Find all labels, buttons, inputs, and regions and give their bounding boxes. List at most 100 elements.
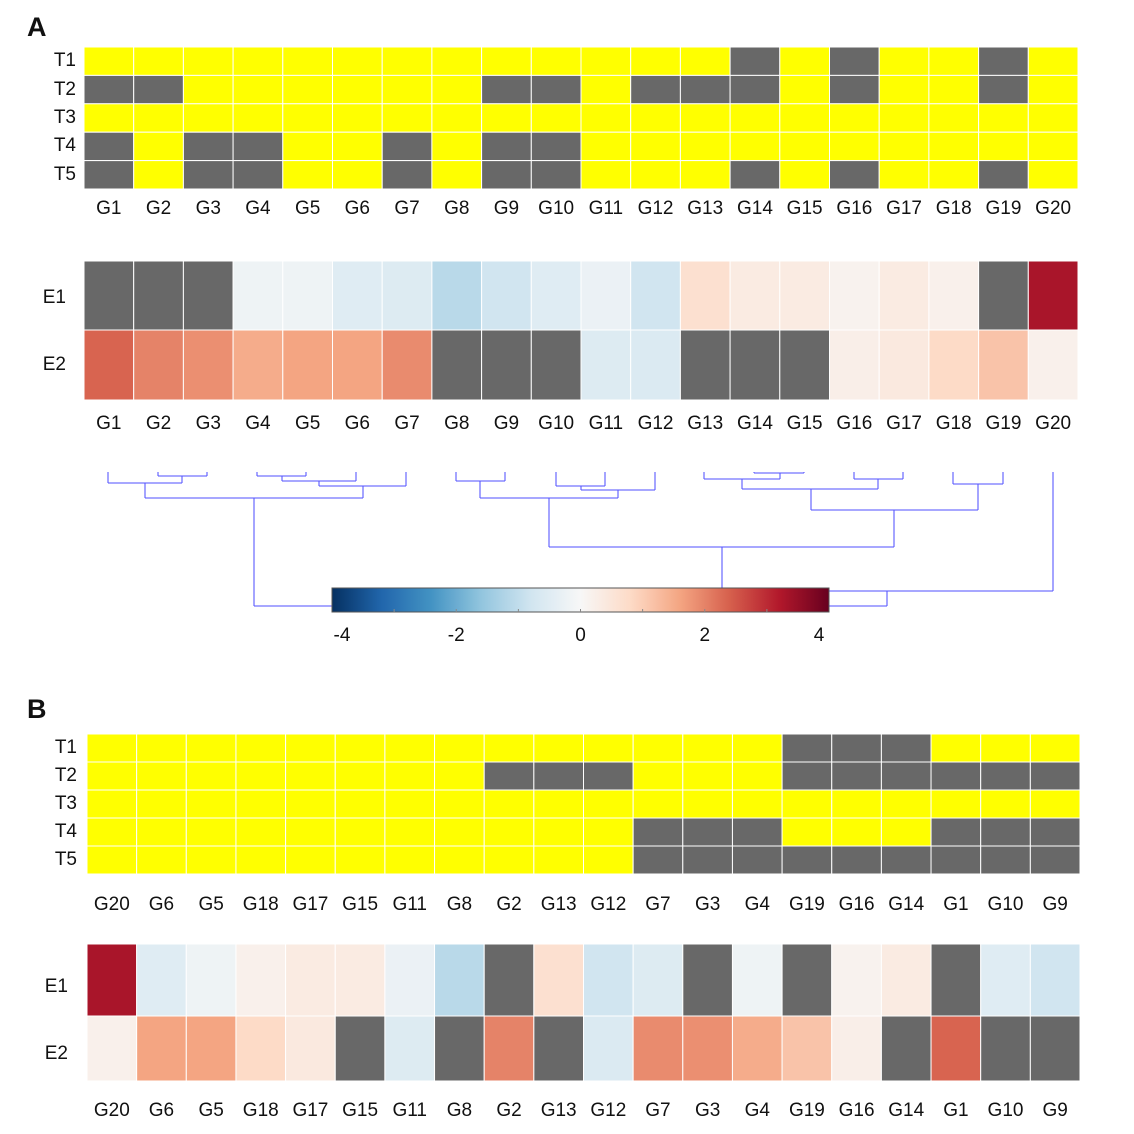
b-binary-cell-T3-G19 <box>781 789 833 819</box>
a-expression-cell-E1-G3 <box>182 260 234 331</box>
b-expression-col-label: G14 <box>888 1100 925 1121</box>
a-binary-cell-T4-G2 <box>133 131 184 162</box>
b-expression-cell-E1-G6 <box>136 943 187 1017</box>
b-binary-cell-T1-G17 <box>285 733 336 763</box>
a-expression-cell-E2-G2 <box>133 329 184 401</box>
b-expression-cell-E1-G20 <box>86 943 138 1017</box>
a-expression-cell-E1-G18 <box>928 260 980 331</box>
a-expression-cell-E2-G19 <box>978 329 1029 401</box>
b-expression-cell-E1-G18 <box>235 943 287 1017</box>
b-binary-cell-T4-G8 <box>434 817 485 847</box>
b-binary-row-label: T4 <box>54 821 77 842</box>
a-expression-cell-E2-G10 <box>530 329 582 401</box>
a-binary-cell-T1-G12 <box>630 46 681 76</box>
a-expression-cell-E1-G9 <box>481 260 532 331</box>
a-expression-col-label: G9 <box>493 413 520 434</box>
a-binary-cell-T5-G12 <box>630 160 681 190</box>
b-binary-row-label: T5 <box>54 849 77 870</box>
a-binary-cell-T1-G15 <box>779 46 830 76</box>
a-binary-cell-T2-G9 <box>481 74 532 105</box>
b-binary-col-label: G3 <box>694 894 721 915</box>
a-binary-cell-T4-G13 <box>679 131 731 162</box>
a-expression-cell-E1-G17 <box>878 260 930 331</box>
b-expression-col-label: G4 <box>744 1100 770 1121</box>
b-binary-cell-T4-G16 <box>831 817 882 847</box>
a-binary-cell-T2-G8 <box>431 74 483 105</box>
b-expression-cell-E2-G10 <box>980 1015 1031 1082</box>
a-expression-cell-E2-G18 <box>928 329 980 401</box>
a-binary-col-label: G18 <box>935 198 972 219</box>
b-binary-cell-T5-G16 <box>831 845 882 875</box>
a-expression-col-label: G13 <box>687 413 724 434</box>
b-binary-cell-T1-G1 <box>930 733 982 763</box>
a-binary-col-label: G6 <box>344 198 371 219</box>
b-binary-cell-T2-G14 <box>880 761 932 791</box>
a-expression-col-label: G11 <box>588 413 624 434</box>
b-binary-cell-T3-G11 <box>384 789 436 819</box>
b-binary-cell-T3-G15 <box>334 789 386 819</box>
a-binary-cell-T3-G5 <box>282 103 333 133</box>
a-binary-cell-T4-G4 <box>232 131 284 162</box>
a-binary-cell-T3-G17 <box>878 103 930 133</box>
b-binary-col-label: G9 <box>1042 894 1068 915</box>
b-expression-cell-E2-G11 <box>384 1015 436 1082</box>
a-binary-cell-T1-G10 <box>530 46 582 76</box>
a-expression-cell-E1-G10 <box>530 260 582 331</box>
a-binary-cell-T1-G17 <box>878 46 930 76</box>
b-binary-col-label: G10 <box>987 894 1024 915</box>
a-expression-cell-E2-G16 <box>829 329 880 401</box>
a-expression-cell-E1-G5 <box>282 260 333 331</box>
a-binary-cell-T5-G7 <box>381 160 433 190</box>
a-binary-cell-T3-G8 <box>431 103 483 133</box>
a-binary-cell-T3-G9 <box>481 103 532 133</box>
b-binary-col-label: G6 <box>148 894 175 915</box>
a-binary-row-label: T4 <box>53 135 76 157</box>
a-expression-cell-E1-G4 <box>232 260 284 331</box>
b-binary-cell-T1-G10 <box>980 733 1031 763</box>
b-expression-col-label: G5 <box>198 1100 224 1121</box>
b-binary-row-label: T1 <box>54 737 77 758</box>
b-binary-cell-T3-G8 <box>434 789 485 819</box>
b-binary-cell-T3-G3 <box>682 789 733 819</box>
b-binary-cell-T1-G16 <box>831 733 882 763</box>
a-binary-col-label: G14 <box>736 198 773 219</box>
b-binary-cell-T3-G5 <box>185 789 237 819</box>
a-binary-row-label: T5 <box>53 163 76 185</box>
b-expression-cell-E2-G5 <box>185 1015 237 1082</box>
a-expression-cell-E2-G6 <box>332 329 383 401</box>
b-binary-cell-T5-G4 <box>731 845 783 875</box>
a-binary-cell-T5-G20 <box>1027 160 1079 190</box>
b-binary-cell-T2-G15 <box>334 761 386 791</box>
a-binary-cell-T4-G9 <box>481 131 532 162</box>
a-binary-cell-T3-G10 <box>530 103 582 133</box>
b-expression-col-label: G7 <box>645 1100 671 1121</box>
b-expression-cell-E1-G9 <box>1029 943 1081 1017</box>
a-binary-cell-T4-G11 <box>580 131 632 162</box>
b-expression-cell-E1-G7 <box>632 943 684 1017</box>
a-expression-cell-E1-G14 <box>729 260 781 331</box>
a-binary-cell-T4-G6 <box>332 131 383 162</box>
a-expression-col-label: G8 <box>444 413 470 434</box>
a-binary-cell-T5-G4 <box>232 160 284 190</box>
a-binary-col-label: G12 <box>637 198 674 219</box>
a-expression-cell-E2-G20 <box>1027 329 1079 401</box>
b-binary-cell-T4-G9 <box>1029 817 1081 847</box>
a-expression-cell-E2-G14 <box>729 329 781 401</box>
a-binary-col-label: G17 <box>886 198 922 219</box>
a-expression-cell-E2-G9 <box>481 329 532 401</box>
b-binary-cell-T5-G14 <box>880 845 932 875</box>
a-binary-cell-T2-G20 <box>1027 74 1079 105</box>
a-binary-cell-T5-G15 <box>779 160 830 190</box>
a-binary-row-label: T3 <box>53 107 76 128</box>
a-binary-cell-T1-G7 <box>381 46 433 76</box>
b-expression-cell-E2-G19 <box>781 1015 833 1082</box>
b-binary-cell-T4-G3 <box>682 817 733 847</box>
a-expression-col-label: G19 <box>985 413 1022 434</box>
a-binary-cell-T3-G11 <box>580 103 632 133</box>
b-binary-col-label: G8 <box>446 894 473 915</box>
a-binary-col-label: G3 <box>195 198 221 219</box>
b-binary-cell-T4-G19 <box>781 817 833 847</box>
b-expression-cell-E2-G18 <box>235 1015 287 1082</box>
a-binary-cell-T1-G6 <box>332 46 383 76</box>
b-binary-cell-T4-G15 <box>334 817 386 847</box>
